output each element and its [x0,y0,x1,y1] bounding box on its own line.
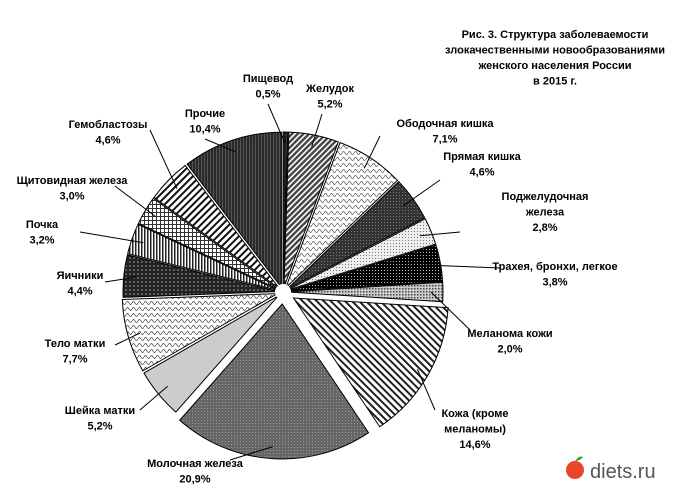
pie-slice [127,223,279,291]
slice-value-label: 7,1% [432,134,457,146]
pie-slice [137,197,279,290]
slice-value-label: 5,2% [87,421,112,433]
slice-value-label: 0,5% [255,89,280,101]
leader-line [149,129,178,189]
chart-title-line: Рис. 3. Структура заболеваемости [462,29,649,41]
watermark-text: diets.ru [590,461,656,483]
slice-label: Яичники [57,270,104,282]
leader-lines [79,103,501,461]
leaf-icon [575,456,583,461]
leader-line [267,103,286,145]
leader-line [139,385,168,411]
slice-value-label: 3,8% [542,277,567,289]
pie-slice [121,293,278,372]
slice-value-label: 4,4% [67,286,92,298]
watermark: diets.ru [566,456,656,483]
slice-label: Шейка матки [65,405,135,417]
pie-slice [179,303,370,460]
slice-label: Трахея, бронхи, легкое [492,261,617,273]
leader-line [229,446,273,461]
slice-value-label: 14,6% [459,439,490,451]
pie-slice [186,131,282,289]
leader-line [114,332,141,346]
pie-center [275,284,291,300]
slice-labels: Пищевод 0,5% Желудок 5,2% Ободочная кишка 7,1… [17,73,618,486]
slice-label: Прямая кишка [443,151,521,163]
pie-slice [287,281,444,303]
leader-line [430,291,471,331]
slice-label: Ободочная кишка [396,118,494,130]
leader-line [79,231,144,244]
slice-label: Желудок [305,83,354,95]
slice-value-label: 7,7% [62,354,87,366]
slice-label: Пищевод [243,73,293,85]
leader-line [419,231,461,237]
slice-label: железа [525,207,565,219]
pie-slice [153,164,280,289]
slice-label: Тело матки [45,338,106,350]
slice-value-label: 2,8% [532,222,557,234]
slice-label: Поджелудочная [502,191,589,203]
pie-slices [121,131,449,460]
pie-slice [122,254,279,298]
apple-logo-icon [566,461,584,479]
slice-label: Щитовидная железа [17,175,129,187]
leader-line [416,369,436,411]
slice-value-label: 10,4% [189,124,220,136]
chart-title-line: женского населения России [477,60,631,72]
pie-slice [287,218,437,291]
slice-label: Прочие [185,108,225,120]
slice-label: Гемобластозы [69,119,148,131]
chart-title-line: в 2015 г. [533,76,577,88]
pie-slice [283,131,339,288]
chart-title-line: злокачественными новообразованиями [445,45,665,57]
slice-value-label: 3,2% [29,235,54,247]
slice-label: Кожа (кроме [441,408,508,420]
pie-slice [292,297,449,428]
leader-line [428,264,501,269]
leader-line [363,135,381,169]
pie-slice [287,244,444,292]
slice-value-label: 4,6% [469,167,494,179]
slice-label: Почка [26,219,59,231]
chart-title: Рис. 3. Структура заболеваемости злокачес… [445,29,665,88]
slice-value-label: 4,6% [95,135,120,147]
leader-line [104,276,136,283]
pie-slice [282,131,289,288]
leader-line [114,185,156,218]
slice-label: Меланома кожи [467,328,552,340]
slice-label: меланомы) [444,424,506,436]
leader-line [311,113,323,147]
pie-slice [285,142,399,289]
slice-value-label: 5,2% [317,99,342,111]
slice-value-label: 3,0% [59,191,84,203]
leader-line [402,179,441,207]
slice-value-label: 20,9% [179,474,210,486]
leader-line [204,138,236,153]
slice-value-label: 2,0% [497,344,522,356]
slice-label: Молочная железа [147,458,244,470]
